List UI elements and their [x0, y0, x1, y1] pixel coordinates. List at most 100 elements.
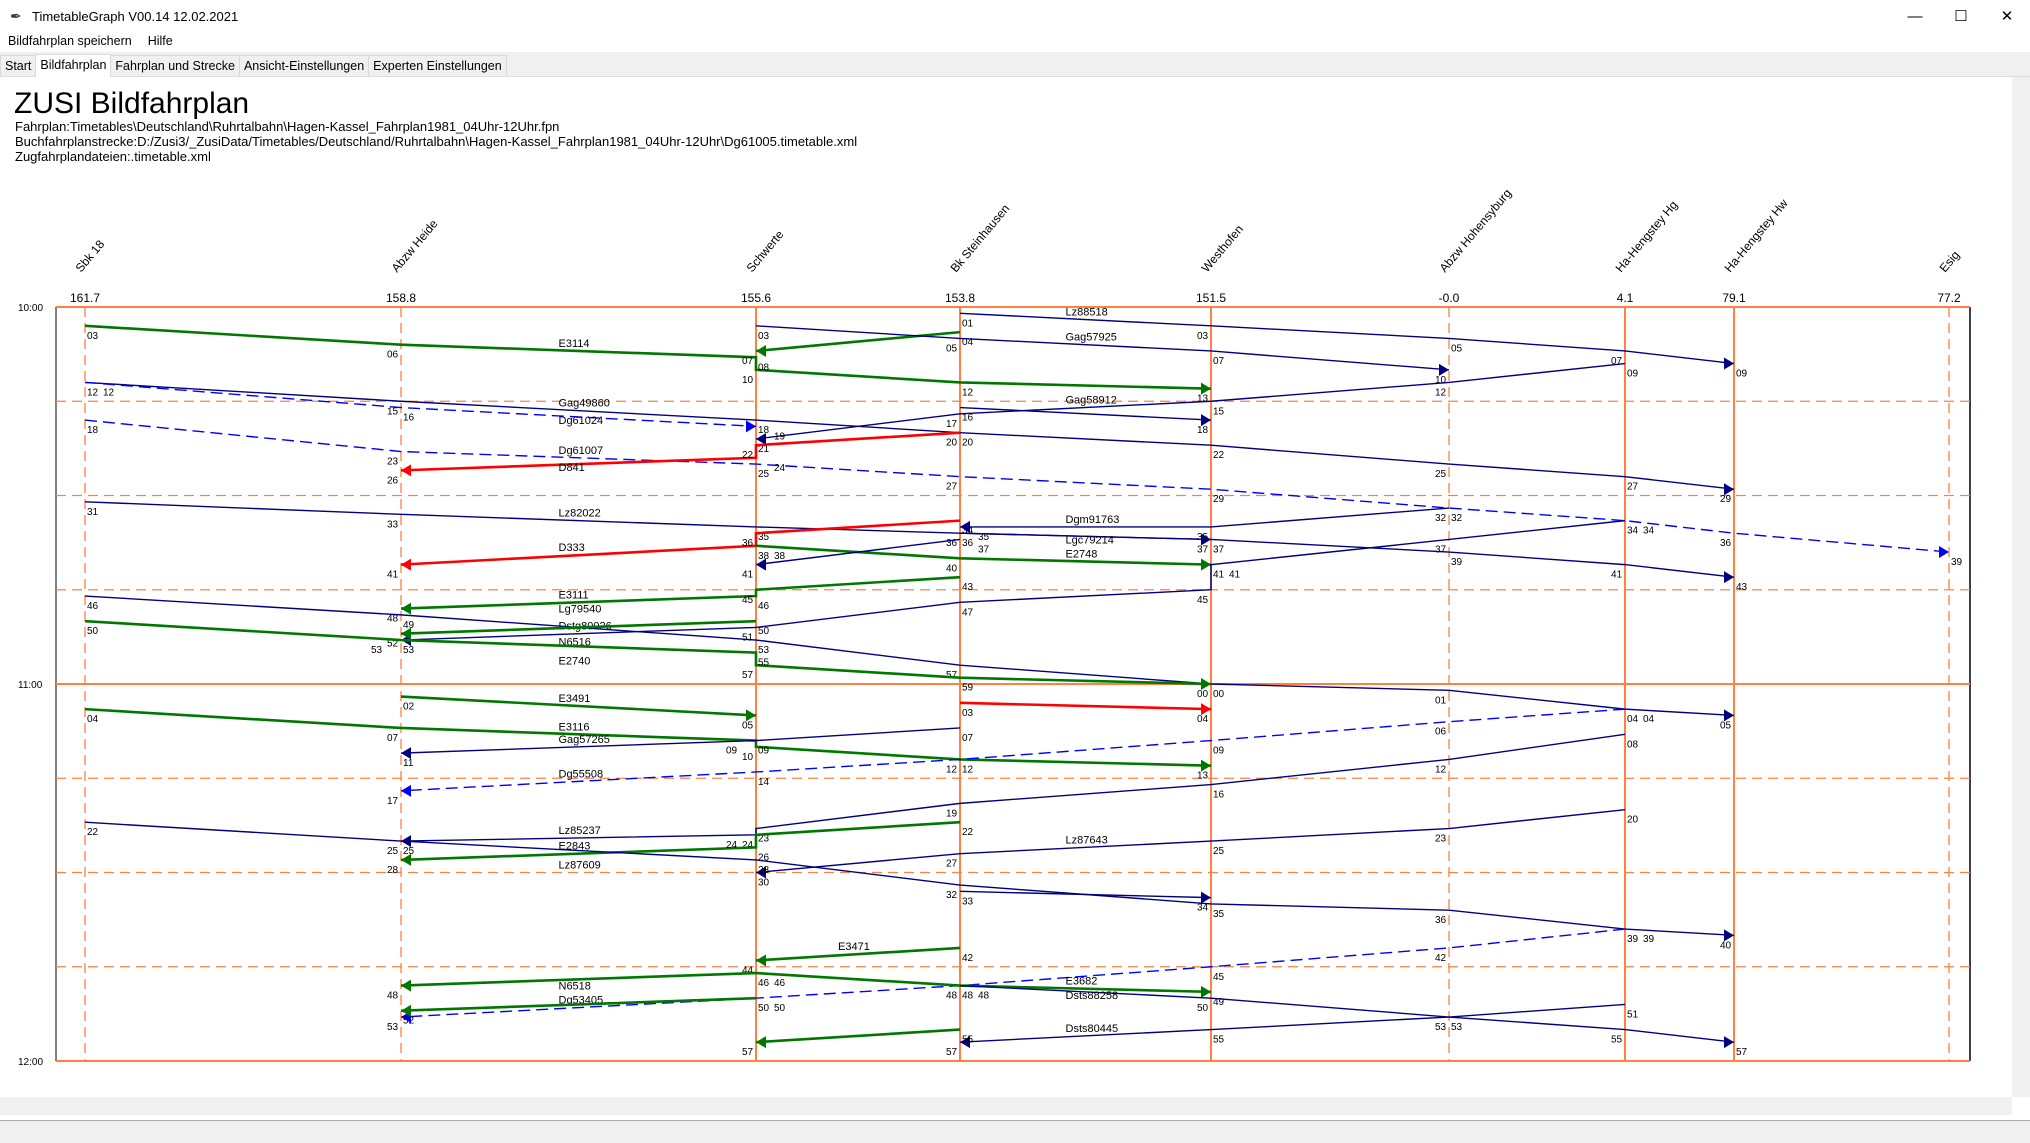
train-time-label: 29 [1720, 494, 1732, 505]
train-time-label: 41 [1229, 570, 1241, 581]
tab-bar: Start Bildfahrplan Fahrplan und Strecke … [0, 52, 2030, 77]
station-km: -0.0 [1439, 291, 1460, 305]
train-time-label: 45 [742, 595, 754, 606]
train-time-label: 35 [1197, 532, 1209, 543]
train-time-label: 48 [387, 614, 399, 625]
train-time-label: 25 [403, 846, 415, 857]
maximize-button[interactable]: ☐ [1954, 8, 1968, 25]
graph-canvas[interactable]: ZUSI Bildfahrplan Fahrplan:Timetables\De… [0, 77, 2012, 1097]
train-time-label: 39 [1643, 934, 1655, 945]
train-time-label: 49 [1213, 997, 1225, 1008]
train-time-label: 10 [742, 375, 754, 386]
train-arrow-icon [1724, 709, 1734, 722]
train-time-label: 04 [1197, 714, 1209, 725]
train-time-label: 50 [758, 1003, 770, 1014]
tab-ansicht-einstellungen[interactable]: Ansicht-Einstellungen [238, 55, 370, 76]
train-time-label: 28 [758, 865, 770, 876]
train-time-label: 49 [403, 620, 415, 631]
train-time-label: 37 [1435, 544, 1447, 555]
station-km: 153.8 [945, 291, 975, 305]
minimize-button[interactable]: — [1907, 7, 1923, 25]
train-name-label: Lz88518 [1066, 307, 1108, 319]
train-arrow-icon [756, 432, 766, 445]
train-name-label: E3111 [559, 589, 589, 601]
train-time-label: 25 [758, 469, 770, 480]
train-arrow-icon [1201, 558, 1211, 571]
train-time-label: 50 [774, 1003, 786, 1014]
tab-start[interactable]: Start [0, 55, 37, 76]
train-time-label: 39 [1951, 557, 1963, 568]
train-time-label: 16 [962, 413, 974, 424]
train-time-label: 36 [742, 538, 754, 549]
train-line [84, 381, 757, 428]
train-time-label: 31 [87, 507, 99, 518]
train-name-label: Dgm91763 [1066, 514, 1120, 526]
train-line [400, 928, 1626, 1018]
train-time-label: 45 [1213, 972, 1225, 983]
train-line [400, 708, 1626, 792]
train-time-label: 09 [1736, 369, 1748, 380]
train-name-label: Lz87643 [1066, 834, 1108, 846]
train-time-label: 28 [387, 865, 399, 876]
train-arrow-icon [756, 954, 766, 967]
station-name: Westhofen [1199, 222, 1246, 275]
train-line [959, 890, 1212, 899]
tab-experten-einstellungen[interactable]: Experten Einstellungen [368, 55, 507, 76]
train-time-label: 50 [1197, 1003, 1209, 1014]
train-time-label: 01 [1435, 695, 1447, 706]
train-time-label: 23 [387, 457, 399, 468]
train-time-label: 36 [946, 538, 958, 549]
train-arrow-icon [756, 344, 766, 357]
time-axis-label: 10:00 [18, 303, 43, 314]
train-time-label: 25 [387, 846, 399, 857]
timetable-graph: 10:00 11:00 12:00 Sbk 18 161.7 Abzw Heide 158.… [18, 186, 1971, 1068]
train-line [84, 501, 1212, 541]
tab-fahrplan-und-strecke[interactable]: Fahrplan und Strecke [110, 55, 240, 76]
train-time-label: 46 [774, 978, 786, 989]
train-time-label: 24 [742, 840, 754, 851]
train-line [84, 324, 1212, 390]
vertical-scrollbar[interactable] [2012, 77, 2030, 1097]
train-time-label: 19 [774, 431, 786, 442]
train-name-label: Gag49860 [559, 398, 610, 410]
train-time-label: 32 [1451, 513, 1463, 524]
station-name: Sbk 18 [73, 237, 108, 275]
menu-bildfahrplan-speichern[interactable]: Bildfahrplan speichern [8, 34, 132, 48]
train-arrow-icon [1201, 703, 1211, 716]
train-line [755, 330, 961, 353]
station-km: 155.6 [741, 291, 771, 305]
train-time-label: 26 [387, 475, 399, 486]
train-time-label: 55 [758, 658, 770, 669]
train-time-label: 04 [962, 337, 974, 348]
menu-hilfe[interactable]: Hilfe [147, 34, 173, 48]
train-time-label: 00 [1213, 689, 1225, 700]
train-arrow-icon [1439, 363, 1449, 376]
station-name: Abzw Heide [389, 217, 441, 275]
train-time-label: 04 [87, 714, 99, 725]
train-time-label: 11 [403, 758, 414, 769]
train-time-label: 35 [1213, 909, 1225, 920]
train-arrow-icon [401, 1004, 411, 1017]
train-arrow-icon [401, 558, 411, 571]
train-name-label: Gag58912 [1066, 395, 1117, 407]
close-button[interactable]: ✕ [2000, 8, 2014, 25]
train-time-label: 15 [1213, 406, 1225, 417]
train-time-label: 18 [1197, 425, 1209, 436]
status-bar [0, 1120, 2030, 1143]
train-arrow-icon [401, 747, 411, 760]
train-time-label: 05 [742, 720, 754, 731]
train-time-label: 26 [758, 852, 770, 863]
train-line [960, 507, 1450, 528]
horizontal-scrollbar[interactable] [0, 1097, 2012, 1115]
train-line [84, 619, 1212, 686]
train-time-label: 01 [962, 318, 974, 329]
train-time-label: 17 [946, 419, 958, 430]
tab-bildfahrplan[interactable]: Bildfahrplan [35, 54, 112, 77]
train-time-label: 45 [1197, 595, 1209, 606]
train-time-label: 52 [387, 639, 399, 650]
train-time-label: 36 [1435, 915, 1447, 926]
train-time-label: 41 [742, 570, 754, 581]
train-time-label: 03 [758, 331, 770, 342]
train-time-label: 12 [962, 387, 974, 398]
train-time-label: 40 [946, 563, 958, 574]
